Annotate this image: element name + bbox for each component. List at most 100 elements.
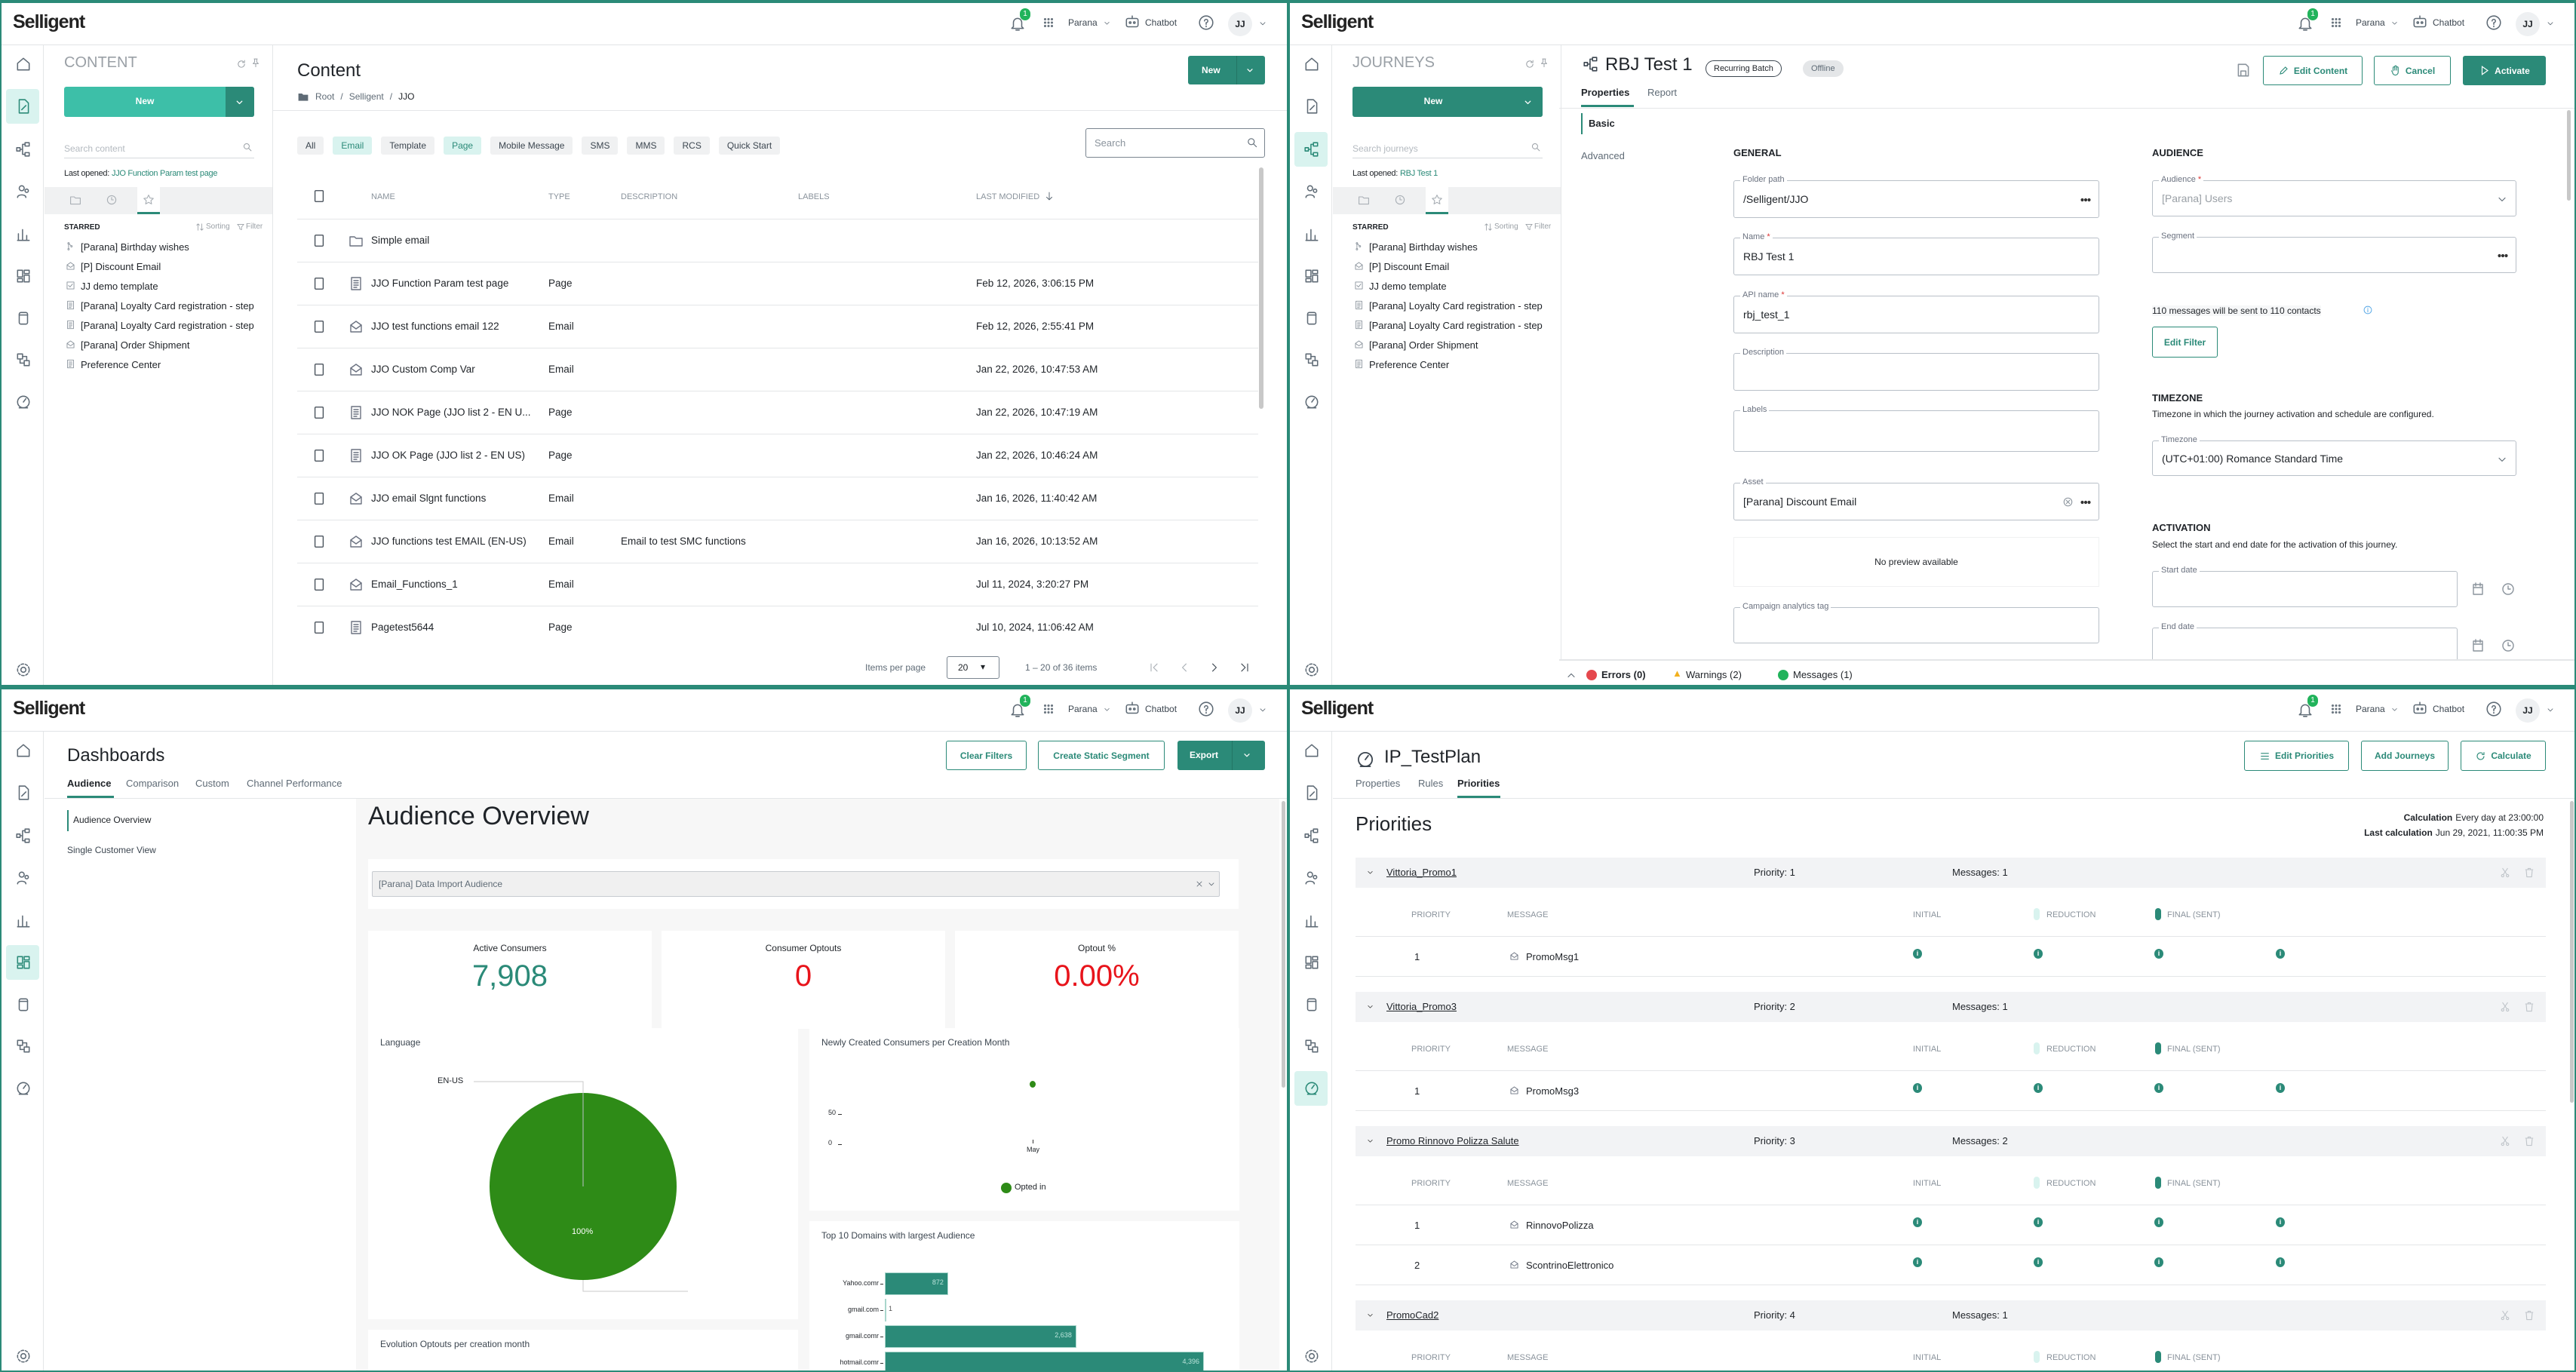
tab-channel-performance[interactable]: Channel Performance: [247, 778, 342, 789]
apps-icon[interactable]: [1042, 16, 1055, 29]
nav-priorities[interactable]: [6, 1071, 39, 1106]
last-icon[interactable]: [1239, 661, 1251, 674]
last-opened-link[interactable]: JJO Function Param test page: [112, 169, 218, 178]
table-row[interactable]: Email_Functions_1 Email Jul 11, 2024, 3:20…: [297, 563, 1258, 606]
sorting-button[interactable]: Sorting: [206, 223, 230, 231]
info-icon[interactable]: i: [2154, 1217, 2163, 1227]
segment-field[interactable]: Segment: [2152, 232, 2516, 273]
new-content-button[interactable]: New: [1188, 56, 1265, 84]
nav-content[interactable]: [6, 89, 39, 124]
checkbox-icon[interactable]: [312, 449, 326, 462]
name-field[interactable]: Name * RBJ Test 1: [1733, 232, 2099, 275]
starred-item[interactable]: [Parana] Loyalty Card registration - ste…: [66, 318, 272, 333]
nav-settings[interactable]: [1294, 652, 1328, 685]
nav-journeys[interactable]: [6, 818, 39, 853]
starred-item[interactable]: [P] Discount Email: [1354, 259, 1561, 275]
audience-select[interactable]: Audience * [Parana] Users: [2152, 175, 2516, 216]
info-icon[interactable]: i: [2034, 1257, 2043, 1267]
filter-chip[interactable]: Email: [333, 137, 373, 155]
nav-audience-overview[interactable]: Audience Overview: [67, 810, 155, 831]
chevron-icon[interactable]: [1366, 1002, 1374, 1011]
table-row[interactable]: JJO test functions email 122 Email Feb 12,…: [297, 305, 1258, 348]
chatbot-link[interactable]: Chatbot: [1145, 17, 1177, 28]
table-scrollbar[interactable]: [1259, 167, 1263, 409]
tab-audience[interactable]: Audience: [67, 778, 112, 789]
filter-chip[interactable]: MMS: [627, 137, 665, 155]
chatbot-icon[interactable]: [2412, 14, 2428, 31]
starred-item[interactable]: [Parana] Order Shipment: [66, 338, 272, 353]
nav-home[interactable]: [1294, 733, 1328, 768]
bell-icon[interactable]: [2297, 701, 2313, 718]
messages-tab[interactable]: Messages (1): [1793, 669, 1853, 680]
breadcrumb-item[interactable]: Selligent: [348, 91, 384, 102]
info-icon[interactable]: i: [2034, 1217, 2043, 1227]
start-date-field[interactable]: Start date: [2152, 566, 2458, 607]
tab-rules[interactable]: Rules: [1418, 778, 1444, 789]
nav-single-customer-view[interactable]: Single Customer View: [67, 845, 156, 855]
nav-dashboards[interactable]: [1294, 259, 1328, 293]
xcircle-icon[interactable]: [2062, 496, 2074, 508]
table-row[interactable]: JJO functions test EMAIL (EN-US) Email Ema…: [297, 520, 1258, 563]
filter-chip[interactable]: Mobile Message: [490, 137, 573, 155]
more-icon[interactable]: [2079, 496, 2092, 509]
activate-button[interactable]: Activate: [2463, 56, 2546, 85]
chatbot-icon[interactable]: [2412, 701, 2428, 717]
starred-item[interactable]: [P] Discount Email: [66, 259, 272, 275]
help-icon[interactable]: [2485, 701, 2502, 717]
filter-button[interactable]: Filter: [246, 223, 263, 231]
more-icon[interactable]: [2079, 193, 2092, 207]
checkbox-icon[interactable]: [312, 363, 326, 376]
journey-link[interactable]: Vittoria_Promo1: [1386, 867, 1457, 878]
apps-icon[interactable]: [1042, 702, 1055, 716]
filter-chip[interactable]: SMS: [582, 137, 619, 155]
prev-icon[interactable]: [1178, 661, 1190, 674]
nav-journeys[interactable]: [6, 132, 39, 167]
chevron-icon[interactable]: [1366, 1137, 1374, 1145]
chevron-icon[interactable]: [2496, 453, 2508, 465]
nav-content[interactable]: [6, 775, 39, 810]
side-search-input[interactable]: Search content: [64, 139, 254, 158]
starred-item[interactable]: JJ demo template: [1354, 279, 1561, 294]
table-row[interactable]: JJO NOK Page (JJO list 2 - EN U... Page Ja…: [297, 391, 1258, 434]
bell-icon[interactable]: [1009, 701, 1026, 718]
column-header-labels[interactable]: LABELS: [798, 192, 830, 201]
bell-icon[interactable]: [1009, 15, 1026, 32]
add-journeys-button[interactable]: Add Journeys: [2361, 741, 2449, 771]
user-avatar[interactable]: JJ: [2516, 12, 2540, 36]
clock-icon[interactable]: [106, 194, 118, 206]
x-icon[interactable]: [1195, 879, 1204, 889]
starred-item[interactable]: [Parana] Order Shipment: [1354, 338, 1561, 353]
nav-home[interactable]: [6, 47, 39, 81]
nav-priorities[interactable]: [6, 385, 39, 419]
info-icon[interactable]: i: [1913, 1257, 1922, 1267]
chatbot-link[interactable]: Chatbot: [1145, 704, 1177, 714]
search-icon[interactable]: [242, 142, 253, 152]
info-icon[interactable]: i: [2276, 1217, 2285, 1227]
table-row[interactable]: Simple email: [297, 219, 1258, 262]
nav-integrations[interactable]: [1294, 342, 1328, 377]
folder-icon[interactable]: [69, 194, 81, 206]
labels-field[interactable]: Labels: [1733, 405, 2099, 452]
table-row[interactable]: JJO OK Page (JJO list 2 - EN US) Page Jan …: [297, 434, 1258, 477]
new-button[interactable]: New: [64, 87, 254, 117]
edit-content-button[interactable]: Edit Content: [2263, 56, 2363, 85]
bell-icon[interactable]: [2297, 15, 2313, 32]
api-name-field[interactable]: API name * rbj_test_1: [1733, 290, 2099, 333]
filter-chip[interactable]: Page: [444, 137, 482, 155]
cut-icon[interactable]: [2499, 1309, 2511, 1321]
chevron-icon[interactable]: [2546, 705, 2555, 714]
info-icon[interactable]: i: [2276, 1257, 2285, 1267]
nav-audience[interactable]: [6, 174, 39, 209]
subnav-advanced[interactable]: Advanced: [1581, 150, 1625, 161]
tab-comparison[interactable]: Comparison: [126, 778, 180, 789]
checkbox-icon[interactable]: [312, 277, 326, 290]
column-header-name[interactable]: NAME: [371, 192, 395, 201]
filter-chip[interactable]: Template: [381, 137, 435, 155]
filter-button[interactable]: Filter: [1534, 223, 1552, 231]
edit-filter-button[interactable]: Edit Filter: [2152, 327, 2218, 358]
priority-group-header[interactable]: Promo Rinnovo Polizza Salute Priority: 3 M…: [1356, 1126, 2546, 1156]
nav-journeys[interactable]: [1294, 818, 1328, 853]
trash-icon[interactable]: [2523, 1135, 2535, 1147]
trash-icon[interactable]: [2523, 1001, 2535, 1013]
nav-data[interactable]: [6, 301, 39, 336]
